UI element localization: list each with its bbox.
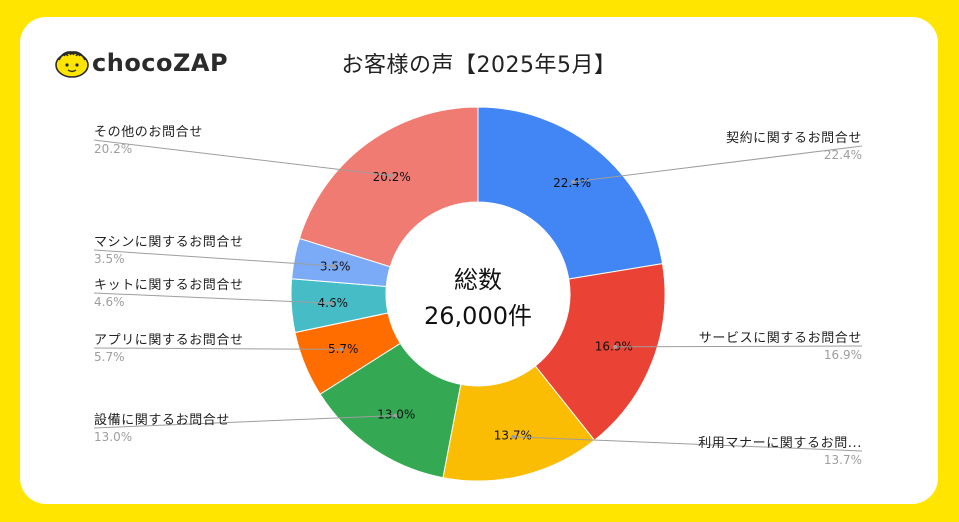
leader-dot	[339, 347, 344, 352]
pie-slice	[442, 365, 596, 482]
leader-line	[573, 145, 863, 183]
legend-label: サービスに関するお問合せ	[699, 331, 862, 346]
leader-dot	[511, 434, 516, 439]
leader-line	[615, 345, 863, 348]
choco-zap-logo: chocoZAP	[54, 47, 228, 79]
leader-dot	[388, 173, 393, 178]
legend-label: 契約に関するお問合せ	[726, 131, 862, 146]
pie-slice	[534, 263, 666, 442]
legend-percent: 22.4%	[824, 148, 862, 162]
legend-percent: 4.6%	[94, 295, 125, 309]
center-total-value: 26,000件	[424, 302, 532, 330]
pie-slice	[298, 106, 479, 268]
legend-label: キットに関するお問合せ	[94, 278, 244, 293]
legend-label: アプリに関するお問合せ	[94, 333, 244, 348]
legend-label: 利用マナーに関するお問...	[698, 436, 862, 451]
legend-percent: 16.9%	[824, 348, 862, 362]
leader-dot	[329, 301, 334, 306]
leader-dot	[571, 179, 576, 184]
chart-card: chocoZAP お客様の声【2025年5月】 22.4% 契約に関するお問合せ 2…	[20, 17, 938, 504]
center-total-label: 総数	[454, 266, 502, 294]
leader-line	[93, 249, 334, 267]
logo-mascot-icon	[55, 51, 89, 78]
legend-percent: 3.5%	[94, 252, 125, 266]
leader-line	[93, 347, 342, 350]
logo-text: chocoZAP	[92, 49, 229, 77]
leader-line	[93, 415, 396, 429]
chart-title: お客様の声【2025年5月】	[341, 53, 617, 78]
legend-percent: 13.0%	[94, 430, 132, 444]
legend-label: その他のお問合せ	[94, 125, 203, 140]
leader-line	[513, 436, 863, 452]
leader-line	[93, 139, 391, 177]
leader-dot	[331, 264, 336, 269]
pie-slice	[477, 106, 664, 280]
donut-chart: 22.4%契約に関するお問合せ22.4%16.9%サービスに関するお問合せ16.…	[93, 106, 863, 482]
leader-dot	[613, 344, 618, 349]
legend-percent: 13.7%	[824, 453, 862, 467]
legend-percent: 5.7%	[94, 350, 125, 364]
leader-line	[93, 292, 332, 304]
legend-percent: 20.2%	[94, 142, 132, 156]
leader-dot	[393, 413, 398, 418]
legend-label: 設備に関するお問合せ	[94, 412, 230, 428]
legend-label: マシンに関するお問合せ	[94, 235, 244, 250]
